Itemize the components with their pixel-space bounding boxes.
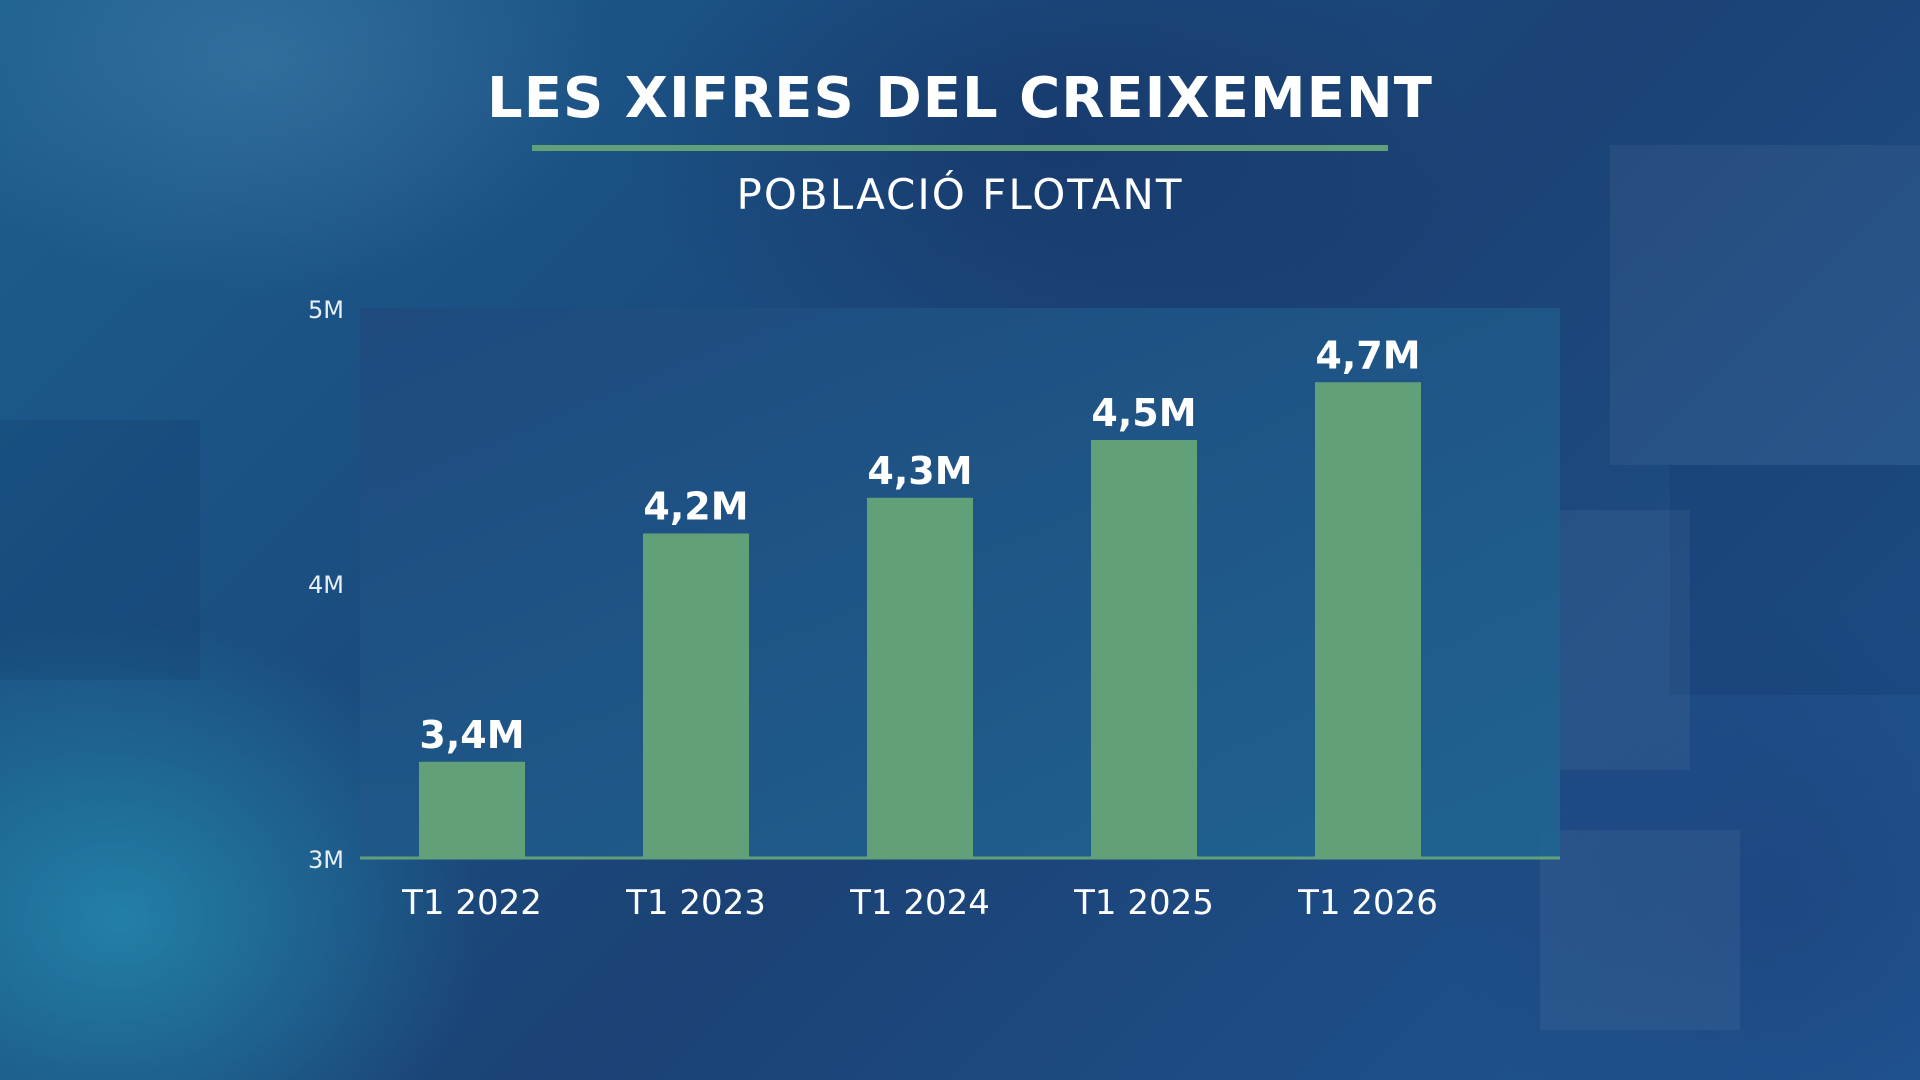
background-panel [0,420,200,680]
bar [867,497,973,858]
y-tick-label: 5M [308,296,344,324]
data-label: 4,7M [1315,333,1420,377]
y-tick-label: 3M [308,846,344,874]
title-underline [532,145,1388,151]
y-tick-label: 4M [308,571,344,599]
background-panel [1610,145,1920,465]
x-tick-label: T1 2026 [1297,883,1438,923]
bar [643,533,749,858]
data-label: 4,5M [1091,391,1196,435]
chart-title: LES XIFRES DEL CREIXEMENT [487,66,1433,131]
chart-subtitle: POBLACIÓ FLOTANT [736,170,1184,219]
x-tick-label: T1 2025 [1073,883,1214,923]
background-panel [1540,830,1740,1030]
x-tick-label: T1 2024 [849,883,990,923]
x-tick-label: T1 2022 [401,883,542,923]
bar [1091,440,1197,858]
background-panel [1670,465,1920,695]
x-tick-label: T1 2023 [625,883,766,923]
bar [1315,382,1421,858]
bar [419,761,525,858]
data-label: 4,2M [643,485,748,529]
data-label: 3,4M [419,713,524,757]
background-panel [1560,510,1690,770]
data-label: 4,3M [867,449,972,493]
